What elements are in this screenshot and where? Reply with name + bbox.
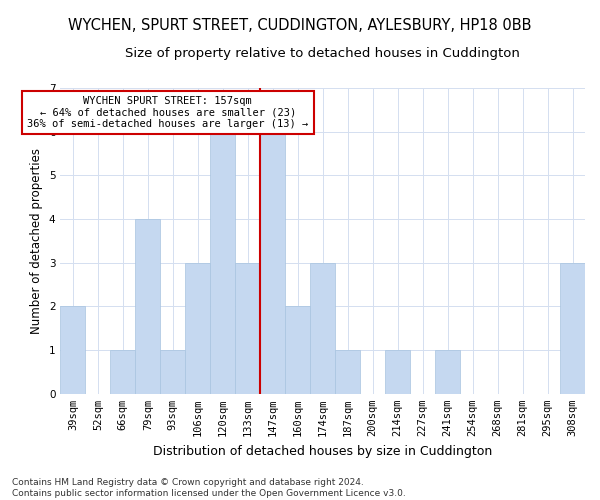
Bar bbox=[185, 263, 210, 394]
Bar bbox=[335, 350, 360, 394]
X-axis label: Distribution of detached houses by size in Cuddington: Distribution of detached houses by size … bbox=[153, 444, 493, 458]
Bar bbox=[260, 132, 285, 394]
Text: WYCHEN SPURT STREET: 157sqm
← 64% of detached houses are smaller (23)
36% of sem: WYCHEN SPURT STREET: 157sqm ← 64% of det… bbox=[27, 96, 308, 129]
Bar bbox=[435, 350, 460, 394]
Bar bbox=[110, 350, 136, 394]
Bar bbox=[235, 263, 260, 394]
Bar bbox=[160, 350, 185, 394]
Bar bbox=[560, 263, 585, 394]
Bar bbox=[310, 263, 335, 394]
Title: Size of property relative to detached houses in Cuddington: Size of property relative to detached ho… bbox=[125, 48, 520, 60]
Bar bbox=[136, 219, 160, 394]
Bar bbox=[210, 132, 235, 394]
Text: Contains HM Land Registry data © Crown copyright and database right 2024.
Contai: Contains HM Land Registry data © Crown c… bbox=[12, 478, 406, 498]
Bar bbox=[61, 306, 85, 394]
Text: WYCHEN, SPURT STREET, CUDDINGTON, AYLESBURY, HP18 0BB: WYCHEN, SPURT STREET, CUDDINGTON, AYLESB… bbox=[68, 18, 532, 32]
Bar bbox=[285, 306, 310, 394]
Bar bbox=[385, 350, 410, 394]
Y-axis label: Number of detached properties: Number of detached properties bbox=[31, 148, 43, 334]
